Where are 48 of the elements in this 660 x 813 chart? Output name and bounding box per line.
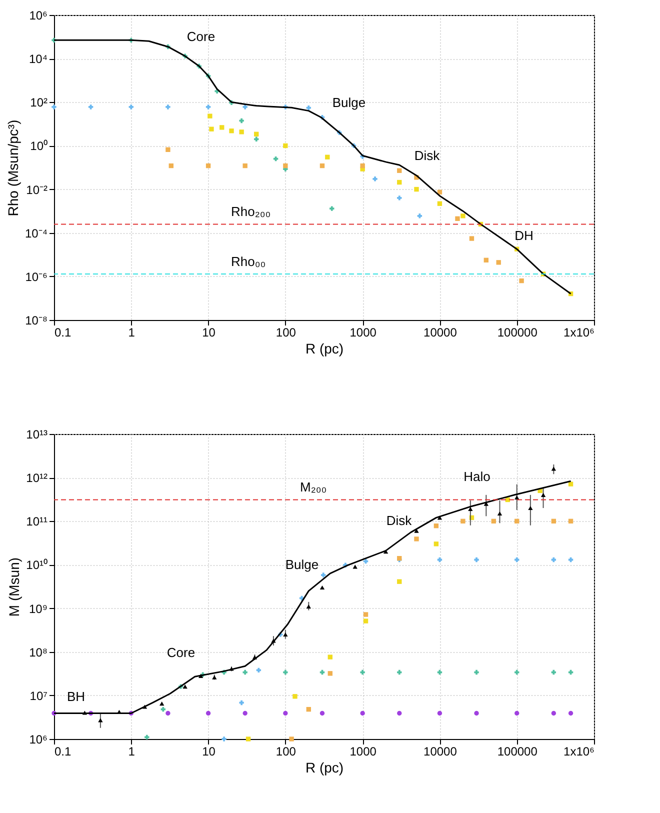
annotation: Core — [186, 29, 216, 44]
x-tick-label: 100000 — [497, 744, 538, 758]
y-tick-label: 10⁻⁸ — [25, 314, 48, 328]
x-tick-label: 10 — [202, 744, 216, 758]
annotation: Disk — [386, 513, 412, 528]
x-tick-label: 1x10⁶ — [564, 326, 595, 340]
y-tick-label: 10¹³ — [26, 428, 48, 442]
x-tick-label: 10000 — [424, 326, 458, 340]
y-tick-label: 10¹¹ — [26, 514, 48, 529]
y-tick-label: 10¹² — [26, 471, 48, 486]
ref-line-label: Rho₀₀ — [231, 254, 266, 269]
annotation: Halo — [464, 469, 490, 484]
annotation: Bulge — [285, 557, 319, 572]
x-tick-label: 100 — [276, 326, 296, 340]
x-tick-label: 100 — [276, 744, 296, 758]
x-tick-label: 1 — [128, 744, 136, 758]
x-tick-label: 100000 — [497, 326, 538, 340]
y-tick-label: 10⁻² — [26, 182, 48, 197]
y-axis-title: Rho (Msun/pc³) — [4, 120, 21, 216]
x-tick-label: 1x10⁶ — [564, 744, 595, 758]
y-tick-label: 10⁹ — [29, 602, 48, 616]
y-tick-label: 10⁴ — [28, 52, 48, 66]
y-tick-label: 10⁰ — [30, 139, 48, 154]
y-tick-label: 10¹⁰ — [26, 558, 48, 572]
y-tick-label: 10⁶ — [29, 732, 48, 746]
x-tick-label: 0.1 — [54, 326, 72, 340]
y-tick-label: 10⁻⁴ — [24, 226, 48, 240]
annotation: Core — [166, 645, 196, 660]
x-axis-title: R (pc) — [305, 340, 344, 356]
x-tick-label: 10000 — [424, 744, 458, 758]
annotation: Disk — [414, 148, 440, 163]
annotation: Bulge — [332, 95, 366, 110]
x-tick-label: 0.1 — [54, 744, 72, 758]
ref-line-label: Rho₂₀₀ — [231, 204, 271, 220]
x-tick-label: 1000 — [350, 326, 377, 340]
y-tick-label: 10⁶ — [29, 8, 48, 22]
y-tick-label: 10² — [30, 96, 48, 110]
x-tick-label: 10 — [202, 326, 216, 340]
y-tick-label: 10⁻⁶ — [25, 270, 48, 284]
ref-line-label: M₂₀₀ — [300, 480, 327, 495]
annotation: BH — [66, 689, 86, 704]
x-axis-title: R (pc) — [305, 760, 344, 776]
y-axis-title: M (Msun) — [6, 557, 22, 617]
x-tick-label: 1 — [128, 326, 136, 340]
x-tick-label: 1000 — [350, 744, 377, 758]
y-tick-label: 10⁸ — [29, 645, 48, 660]
annotation: DH — [514, 228, 534, 243]
y-tick-label: 10⁷ — [30, 688, 48, 703]
